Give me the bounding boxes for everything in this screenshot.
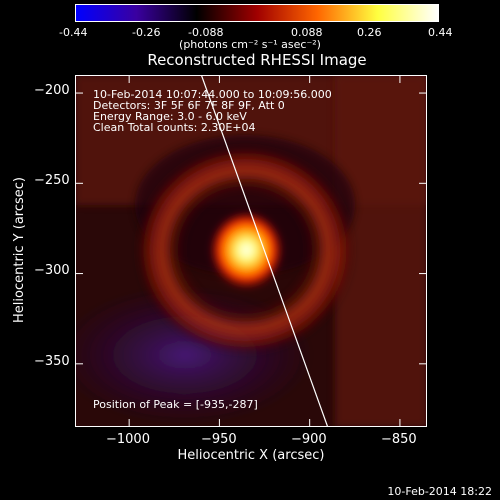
y-tick-label: −250 [34, 173, 70, 188]
clean-counts-text: Clean Total counts: 2.30E+04 [93, 121, 256, 134]
colorbar-gradient [76, 5, 438, 21]
x-tick-label: −1000 [106, 432, 150, 447]
y-tick-label: −350 [34, 354, 70, 369]
energy-range-text: Energy Range: 3.0 - 6.0 keV [93, 110, 247, 123]
chart-title: Reconstructed RHESSI Image [147, 51, 367, 69]
detectors-text: Detectors: 3F 5F 6F 7F 8F 9F, Att 0 [93, 99, 285, 112]
footer-timestamp: 10-Feb-2014 18:22 [387, 485, 492, 498]
colorbar-tick: -0.26 [132, 26, 161, 39]
y-tick-label: −200 [34, 83, 70, 98]
y-tick-label: −300 [34, 263, 70, 278]
solar-limb-line [200, 75, 329, 427]
x-axis-label: Heliocentric X (arcsec) [177, 448, 325, 463]
colorbar-tick: -0.44 [59, 26, 88, 39]
x-tick-label: −900 [291, 432, 327, 447]
y-axis-label: Heliocentric Y (arcsec) [12, 177, 27, 323]
peak-position-text: Position of Peak = [-935,-287] [93, 398, 258, 411]
colorbar [75, 4, 439, 22]
flare-source [210, 212, 283, 289]
x-tick-label: −850 [381, 432, 417, 447]
colorbar-unit: (photons cm⁻² s⁻¹ asec⁻²) [179, 38, 321, 51]
colorbar-tick: 0.44 [428, 26, 453, 39]
time-range-text: 10-Feb-2014 10:07:44.000 to 10:09:56.000 [93, 88, 332, 101]
x-tick-label: −950 [201, 432, 237, 447]
plot-frame [75, 75, 427, 427]
colorbar-tick: 0.26 [357, 26, 382, 39]
axis-ticks [75, 75, 427, 427]
colorbar-tick: -0.088 [188, 26, 224, 39]
rhessi-image-plot [75, 75, 427, 427]
colorbar-tick: 0.088 [291, 26, 323, 39]
